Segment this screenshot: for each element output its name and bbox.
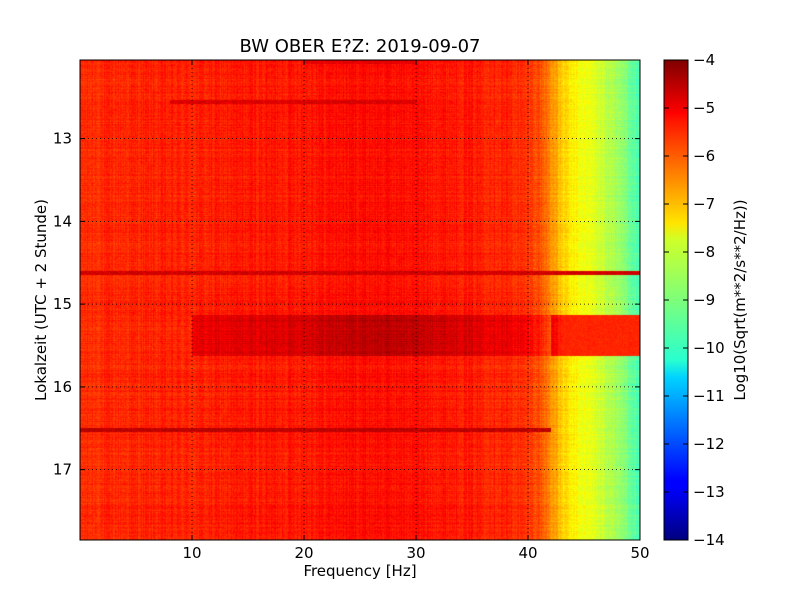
colorbar-tick-label: −13	[693, 483, 725, 501]
colorbar-tick-label: −11	[693, 387, 725, 405]
colorbar-label: Log10(Sqrt(m**2/s**2/Hz))	[731, 199, 749, 400]
colorbar-tick-label: −12	[693, 435, 725, 453]
y-tick-label: 17	[53, 461, 72, 479]
heatmap-canvas	[80, 60, 640, 540]
y-tick-label: 15	[53, 295, 72, 313]
colorbar-tick-label: −7	[693, 195, 715, 213]
x-tick-label: 20	[294, 544, 313, 562]
x-tick-label: 30	[406, 544, 425, 562]
x-axis-ticks: 10 20 30 40 50	[182, 60, 650, 562]
y-tick-label: 14	[53, 212, 72, 230]
chart-title: BW OBER E?Z: 2019-09-07	[240, 36, 481, 57]
grid-lines	[80, 60, 640, 540]
x-axis-label: Frequency [Hz]	[303, 562, 416, 580]
x-tick-label: 10	[182, 544, 201, 562]
colorbar-tick-label: −14	[693, 531, 725, 549]
x-tick-label: 50	[630, 544, 649, 562]
y-axis-label: Lokalzeit (UTC + 2 Stunde)	[32, 199, 50, 401]
y-tick-label: 13	[53, 130, 72, 148]
x-tick-label: 40	[518, 544, 537, 562]
colorbar-tick-label: −8	[693, 243, 715, 261]
colorbar-tick-label: −10	[693, 339, 725, 357]
y-tick-label: 16	[53, 378, 72, 396]
plot-frame	[79, 59, 641, 541]
colorbar-tick-label: −9	[693, 291, 715, 309]
colorbar-tick-label: −4	[693, 51, 715, 69]
colorbar-ticks: −4 −5 −6 −7 −8 −9 −10 −11 −12 −13 −14	[664, 51, 725, 549]
y-axis-ticks: 13 14 15 16 17	[53, 130, 640, 479]
colorbar-tick-label: −6	[693, 147, 715, 165]
colorbar-tick-label: −5	[693, 99, 715, 117]
